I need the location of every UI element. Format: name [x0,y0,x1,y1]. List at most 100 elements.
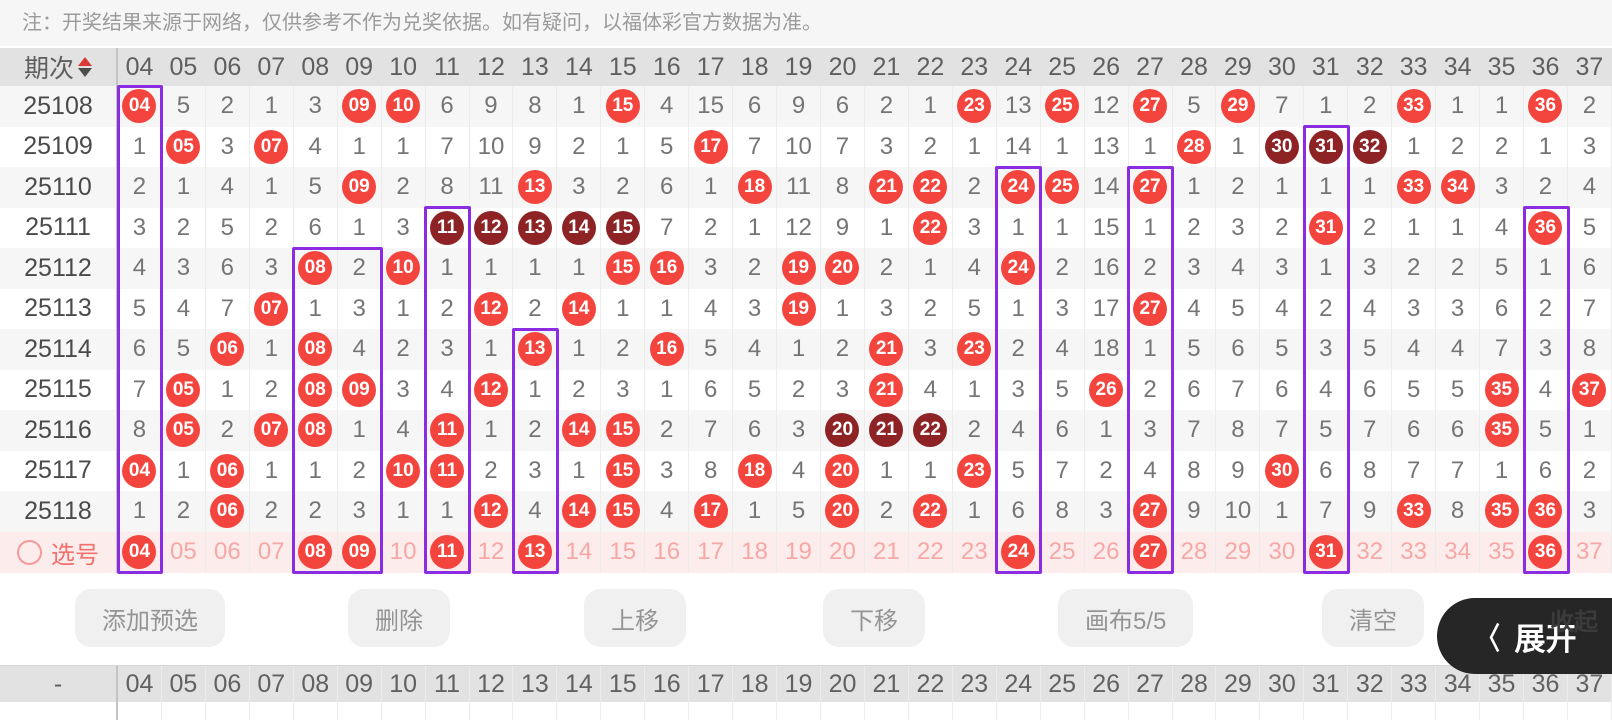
miss-count: 8 [1173,450,1217,491]
expand-button[interactable]: 收起 〈 展开 [1437,598,1612,674]
select-number-18[interactable]: 18 [733,531,778,573]
select-number-35[interactable]: 35 [1480,531,1524,573]
cell-25112-16: 16 [645,248,690,289]
miss-count: 2 [601,167,646,208]
select-number-25[interactable]: 25 [1041,531,1085,573]
select-number-11[interactable]: 11 [426,531,470,573]
miss-count: 3 [601,369,646,410]
select-number-14[interactable]: 14 [557,531,602,573]
select-number-36[interactable]: 36 [1524,531,1568,573]
drawn-number-ball: 25 [1045,170,1080,205]
miss-count: 4 [997,410,1041,451]
miss-count: 1 [250,86,294,127]
select-number-31[interactable]: 31 [1304,531,1349,573]
miss-count: 6 [1348,369,1393,410]
clear-button[interactable]: 清空 [1322,589,1424,647]
cell-25115-05: 05 [162,369,206,410]
drawn-number-ball: 13 [517,535,552,569]
select-number-21[interactable]: 21 [865,531,909,573]
select-number-10[interactable]: 10 [382,531,426,573]
drawn-number-ball: 06 [210,453,245,488]
drawn-number-ball: 05 [166,413,201,448]
miss-count: 1 [294,288,338,329]
miss-count: 5 [1348,329,1393,370]
canvas-count-button[interactable]: 画布5/5 [1058,589,1194,647]
miss-count: 6 [1173,369,1217,410]
table-row: 25113 5 4 7 07 1 3 1 2 12 2 14 1 1 4 3 19 1 3 2 5 1 3 17 27 4 5 4 2 4… [0,288,1612,329]
column-header-30: 30 [1267,52,1296,81]
select-number-23[interactable]: 23 [953,531,997,573]
drawn-number-ball: 21 [869,332,904,367]
miss-count: 1 [557,450,602,491]
miss-count: 4 [338,329,382,370]
select-number-32[interactable]: 32 [1348,531,1393,573]
select-number-09[interactable]: 09 [338,531,382,573]
bottom-column-header-32: 32 [1348,666,1393,702]
select-number-19[interactable]: 19 [777,531,821,573]
select-number-20[interactable]: 20 [821,531,865,573]
miss-count: 9 [1348,491,1393,532]
drawn-number-ball: 36 [1528,535,1563,569]
select-number-26[interactable]: 26 [1085,531,1129,573]
bottom-partial-cell-37 [1568,702,1612,720]
cell-25117-30: 30 [1260,450,1305,491]
miss-count: 2 [1216,167,1261,208]
miss-count: 1 [426,248,470,289]
miss-count: 4 [1173,288,1217,329]
select-number-33[interactable]: 33 [1392,531,1437,573]
drawn-number-ball: 08 [298,372,333,407]
cell-25110-21: 21 [865,167,909,208]
select-number-28[interactable]: 28 [1173,531,1217,573]
select-number-05[interactable]: 05 [162,531,206,573]
cell-25110-34: 34 [1436,167,1481,208]
select-number-12[interactable]: 12 [470,531,514,573]
bottom-partial-cell-31 [1304,702,1349,720]
miss-count: 1 [1216,126,1261,167]
select-number-22[interactable]: 22 [909,531,953,573]
select-number-06[interactable]: 06 [206,531,250,573]
miss-count: 4 [645,86,690,127]
delete-button[interactable]: 删除 [348,589,450,647]
select-number-30[interactable]: 30 [1260,531,1305,573]
miss-count: 3 [865,126,909,167]
miss-count: 1 [1524,248,1568,289]
select-number-34[interactable]: 34 [1436,531,1481,573]
bottom-column-header-20: 20 [821,666,865,702]
miss-count: 4 [1392,329,1437,370]
drawn-number-ball: 12 [473,494,508,529]
move-down-button[interactable]: 下移 [823,589,925,647]
cell-25118-36: 36 [1524,491,1568,532]
miss-count: 3 [513,450,558,491]
period-sort-button[interactable] [78,57,92,77]
select-number-37[interactable]: 37 [1568,531,1612,573]
select-number-08[interactable]: 08 [294,531,338,573]
select-number-16[interactable]: 16 [645,531,690,573]
miss-count: 6 [1568,248,1612,289]
repeat-number-ball: 22 [913,413,948,448]
select-number-27[interactable]: 27 [1129,531,1173,573]
select-number-29[interactable]: 29 [1216,531,1261,573]
select-number-15[interactable]: 15 [601,531,646,573]
cell-25114-13: 13 [513,329,558,370]
miss-count: 6 [1524,450,1568,491]
miss-count: 1 [250,329,294,370]
miss-count: 4 [777,450,821,491]
miss-count: 3 [338,288,382,329]
bottom-partial-cell-21 [865,702,909,720]
column-header-11: 11 [434,52,460,81]
cell-25113-12: 12 [470,288,514,329]
chevron-left-icon: 〈 [1475,623,1500,656]
circle-icon[interactable] [17,539,42,565]
select-number-24[interactable]: 24 [997,531,1041,573]
drawn-number-ball: 34 [1440,170,1475,205]
select-number-17[interactable]: 17 [689,531,734,573]
select-number-13[interactable]: 13 [513,531,558,573]
column-header-20: 20 [828,52,857,81]
miss-count: 5 [953,288,997,329]
move-up-button[interactable]: 上移 [584,589,686,647]
bottom-partial-cell-30 [1260,702,1305,720]
select-number-07[interactable]: 07 [250,531,294,573]
drawn-number-ball: 10 [386,89,421,124]
select-number-04[interactable]: 04 [118,531,162,573]
add-preselect-button[interactable]: 添加预选 [75,589,225,647]
